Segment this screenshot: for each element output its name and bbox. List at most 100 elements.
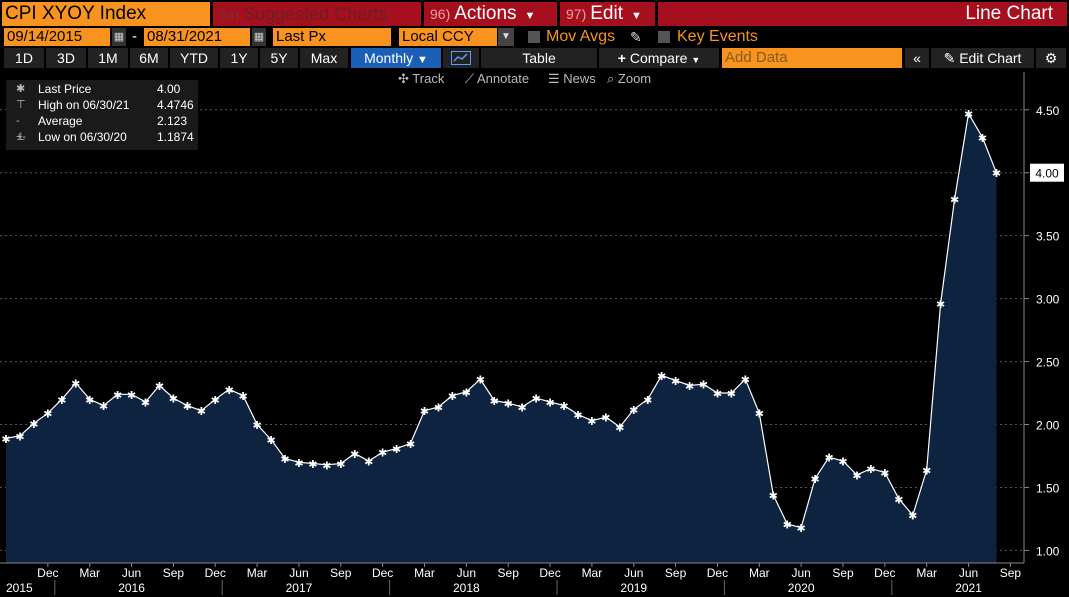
data-point-marker: ✱: [71, 378, 80, 390]
calendar-icon[interactable]: ▦: [252, 28, 266, 46]
legend-label: Last Price: [38, 82, 92, 96]
x-tick-label: Dec: [205, 566, 226, 580]
data-point-marker: ✱: [629, 405, 638, 417]
news-tool[interactable]: ☰ News: [548, 70, 596, 88]
pencil-icon: ✎: [943, 50, 956, 66]
currency-selector[interactable]: Local CCY: [399, 28, 497, 46]
data-point-marker: ✱: [364, 457, 373, 469]
pencil-icon[interactable]: ✎: [630, 29, 642, 45]
period-max-button[interactable]: Max: [300, 48, 348, 68]
data-point-marker: ✱: [755, 409, 764, 421]
data-point-marker: ✱: [252, 420, 261, 432]
legend-value: 4.4746: [157, 98, 194, 112]
ticker-field[interactable]: CPI XYOY Index: [2, 2, 210, 26]
data-point-marker: ✱: [964, 109, 973, 121]
period-5y-button[interactable]: 5Y: [260, 48, 298, 68]
data-point-marker: ✱: [573, 410, 582, 422]
data-point-marker: ✱: [378, 448, 387, 460]
x-year-label: 2020: [788, 581, 815, 595]
data-point-marker: ✱: [936, 299, 945, 311]
legend-label: Average: [38, 114, 83, 128]
x-tick-label: Mar: [414, 566, 435, 580]
x-tick-label: Jun: [959, 566, 978, 580]
zoom-tool[interactable]: ⌕ Zoom: [607, 70, 651, 88]
x-tick-label: Dec: [707, 566, 728, 580]
x-tick-label: Sep: [832, 566, 854, 580]
track-tool[interactable]: ✣ Track: [398, 70, 444, 88]
x-tick-label: Dec: [37, 566, 58, 580]
y-tick-label: 2.00: [1036, 419, 1060, 433]
data-point-marker: ✱: [894, 494, 903, 506]
data-point-marker: ✱: [448, 391, 457, 403]
data-point-marker: ✱: [280, 454, 289, 466]
data-point-marker: ✱: [908, 511, 917, 523]
edit-chart-button[interactable]: ✎ Edit Chart: [931, 48, 1034, 68]
calendar-icon[interactable]: ▦: [112, 28, 126, 46]
y-tick-label: 2.50: [1036, 356, 1060, 370]
data-point-marker: ✱: [490, 396, 499, 408]
mov-avgs-checkbox[interactable]: [528, 31, 540, 43]
gear-icon[interactable]: ⚙: [1036, 48, 1066, 68]
suggested-charts-label: Suggested Charts: [243, 4, 388, 24]
period-ytd-button[interactable]: YTD: [170, 48, 218, 68]
edit-menu[interactable]: 97) Edit ▼: [560, 2, 655, 26]
data-point-marker: ✱: [169, 394, 178, 406]
collapse-icon[interactable]: «: [905, 48, 929, 68]
chart-type-title: Line Chart: [658, 2, 1067, 26]
period-1y-button[interactable]: 1Y: [220, 48, 258, 68]
edit-label: Edit: [590, 3, 623, 24]
period-1m-button[interactable]: 1M: [88, 48, 128, 68]
annotate-tool[interactable]: ⟋ Annotate: [465, 70, 529, 88]
period-6m-button[interactable]: 6M: [130, 48, 168, 68]
x-tick-label: Dec: [874, 566, 895, 580]
data-point-marker: ✱: [127, 390, 136, 402]
frequency-dropdown[interactable]: Monthly ▼: [351, 48, 441, 68]
x-year-label: 2015: [6, 581, 33, 595]
data-point-marker: ✱: [783, 519, 792, 531]
data-point-marker: ✱: [713, 389, 722, 401]
data-point-marker: ✱: [643, 395, 652, 407]
key-events-checkbox[interactable]: [658, 31, 670, 43]
line-chart-toggle[interactable]: [443, 48, 479, 68]
suggested-charts-button[interactable]: 94) Suggested Charts: [213, 2, 421, 26]
data-point-marker: ✱: [29, 419, 38, 431]
y-tick-label: 3.00: [1036, 293, 1060, 307]
news-label: News: [563, 71, 596, 86]
data-point-marker: ✱: [685, 381, 694, 393]
chevron-down-icon[interactable]: ▼: [498, 28, 514, 46]
data-point-marker: ✱: [15, 431, 24, 443]
x-tick-label: Jun: [457, 566, 476, 580]
end-date-field[interactable]: 08/31/2021: [144, 28, 250, 46]
data-point-marker: ✱: [852, 470, 861, 482]
x-tick-label: Jun: [289, 566, 308, 580]
field-selector[interactable]: Last Px: [273, 28, 391, 46]
data-point-marker: ✱: [434, 402, 443, 414]
data-point-marker: ✱: [183, 401, 192, 413]
data-point-marker: ✱: [769, 491, 778, 503]
actions-menu[interactable]: 96) Actions ▼: [424, 2, 557, 26]
start-date-field[interactable]: 09/14/2015: [4, 28, 110, 46]
data-point-marker: ✱: [294, 458, 303, 470]
plus-icon: +: [617, 50, 626, 66]
data-point-marker: ✱: [518, 402, 527, 414]
period-1d-button[interactable]: 1D: [4, 48, 44, 68]
legend-value: 1.1874: [157, 130, 194, 144]
legend-label: High on 06/30/21: [38, 98, 130, 112]
data-point-marker: ✱: [866, 464, 875, 476]
data-point-marker: ✱: [350, 449, 359, 461]
x-tick-label: Mar: [916, 566, 937, 580]
data-point-marker: ✱: [197, 406, 206, 418]
add-data-input[interactable]: Add Data: [722, 48, 902, 68]
data-point-marker: ✱: [43, 409, 52, 421]
data-point-marker: ✱: [797, 523, 806, 535]
chart-legend: ✱ Last Price 4.00 ⊤ High on 06/30/21 4.4746 …: [6, 80, 198, 150]
legend-last-price: ✱ Last Price 4.00: [16, 81, 198, 97]
table-button[interactable]: Table: [481, 48, 597, 68]
chevron-down-icon: ▼: [417, 54, 428, 66]
compare-button[interactable]: + Compare ▼: [599, 48, 719, 68]
price-markers: ✱ ✱ ✱ ✱ ✱ ✱ ✱ ✱ ✱ ✱ ✱ ✱ ✱ ✱ ✱ ✱ ✱ ✱ ✱ ✱ ✱ ✱ ✱ ✱ ✱ ✱ ✱ ✱ ✱ ✱ ✱ ✱ ✱ ✱ ✱ ✱ ✱ ✱ ✱ ✱…: [1, 109, 1001, 535]
legend-low: ⊥ Low on 06/30/20 1.1874: [16, 129, 198, 145]
period-3d-button[interactable]: 3D: [46, 48, 86, 68]
x-year-label: 2016: [118, 581, 145, 595]
